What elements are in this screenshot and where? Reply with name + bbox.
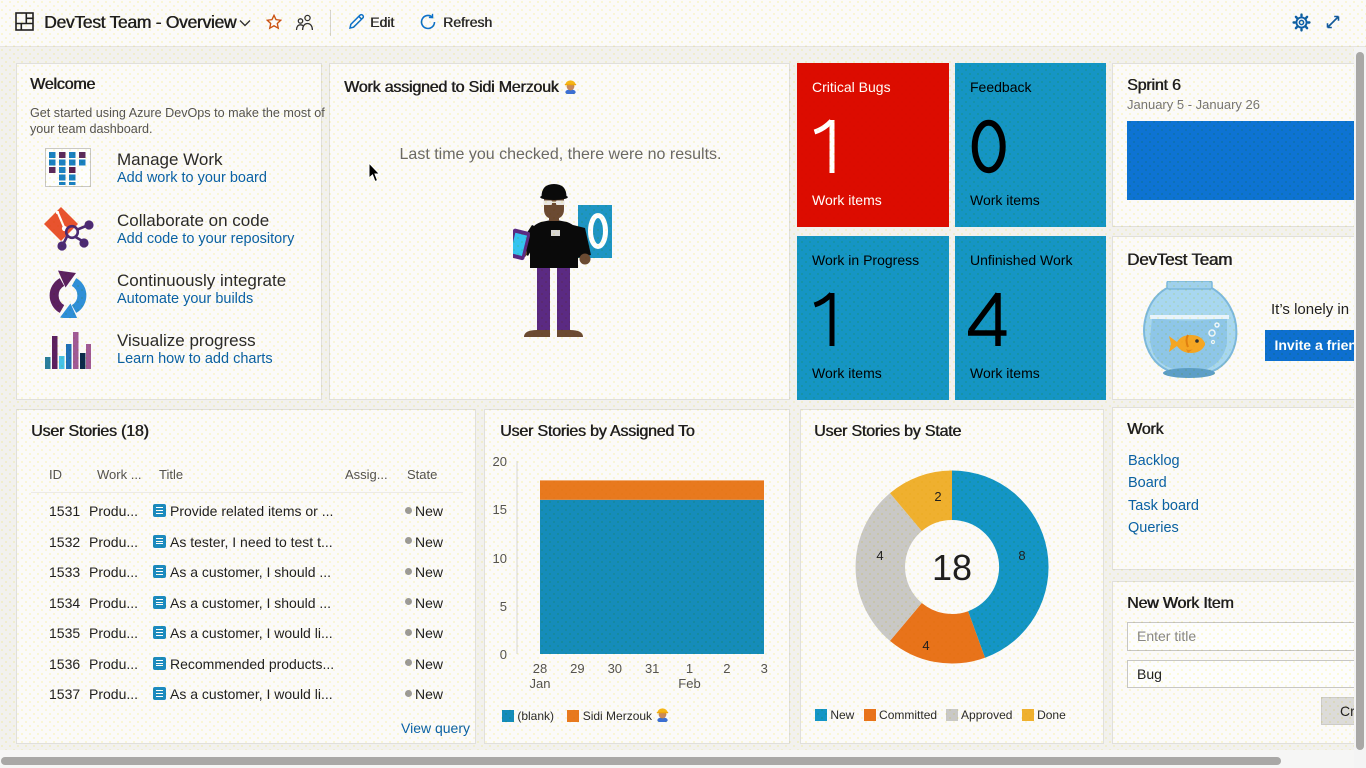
svg-text:4: 4 (876, 548, 883, 563)
svg-text:2: 2 (934, 489, 941, 504)
svg-text:10: 10 (493, 551, 507, 566)
svg-text:4: 4 (922, 638, 929, 653)
svg-text:8: 8 (1018, 548, 1025, 563)
svg-text:20: 20 (493, 454, 507, 469)
svg-text:3: 3 (761, 661, 768, 676)
svg-text:28: 28 (533, 661, 547, 676)
svg-text:31: 31 (645, 661, 659, 676)
svg-text:2: 2 (723, 661, 730, 676)
svg-text:18: 18 (932, 547, 972, 588)
svg-text:15: 15 (493, 502, 507, 517)
svg-text:Feb: Feb (678, 676, 700, 691)
svg-text:29: 29 (570, 661, 584, 676)
svg-text:1: 1 (686, 661, 693, 676)
svg-text:5: 5 (500, 599, 507, 614)
svg-text:Jan: Jan (530, 676, 551, 691)
svg-text:0: 0 (500, 647, 507, 662)
svg-text:30: 30 (608, 661, 622, 676)
